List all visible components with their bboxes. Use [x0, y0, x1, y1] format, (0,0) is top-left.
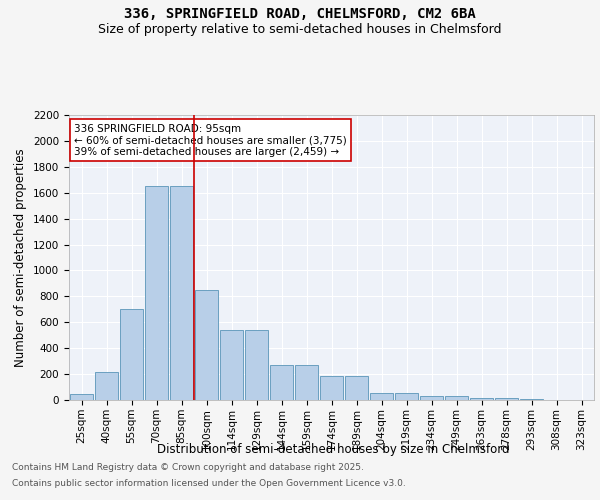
Bar [194, 290, 218, 400]
Bar [245, 330, 268, 400]
Text: Distribution of semi-detached houses by size in Chelmsford: Distribution of semi-detached houses by … [157, 442, 509, 456]
Bar [419, 396, 443, 400]
Bar [70, 394, 94, 400]
Bar [445, 396, 469, 400]
Bar [470, 398, 493, 400]
Bar [344, 376, 368, 400]
Bar [295, 365, 319, 400]
Text: Contains public sector information licensed under the Open Government Licence v3: Contains public sector information licen… [12, 478, 406, 488]
Text: Size of property relative to semi-detached houses in Chelmsford: Size of property relative to semi-detach… [98, 22, 502, 36]
Bar [269, 365, 293, 400]
Bar [95, 372, 118, 400]
Text: 336, SPRINGFIELD ROAD, CHELMSFORD, CM2 6BA: 336, SPRINGFIELD ROAD, CHELMSFORD, CM2 6… [124, 8, 476, 22]
Text: 336 SPRINGFIELD ROAD: 95sqm
← 60% of semi-detached houses are smaller (3,775)
39: 336 SPRINGFIELD ROAD: 95sqm ← 60% of sem… [74, 124, 347, 157]
Bar [119, 310, 143, 400]
Bar [370, 393, 394, 400]
Bar [170, 186, 193, 400]
Y-axis label: Number of semi-detached properties: Number of semi-detached properties [14, 148, 28, 367]
Bar [320, 376, 343, 400]
Bar [145, 186, 169, 400]
Bar [494, 398, 518, 400]
Bar [395, 393, 418, 400]
Bar [220, 330, 244, 400]
Text: Contains HM Land Registry data © Crown copyright and database right 2025.: Contains HM Land Registry data © Crown c… [12, 464, 364, 472]
